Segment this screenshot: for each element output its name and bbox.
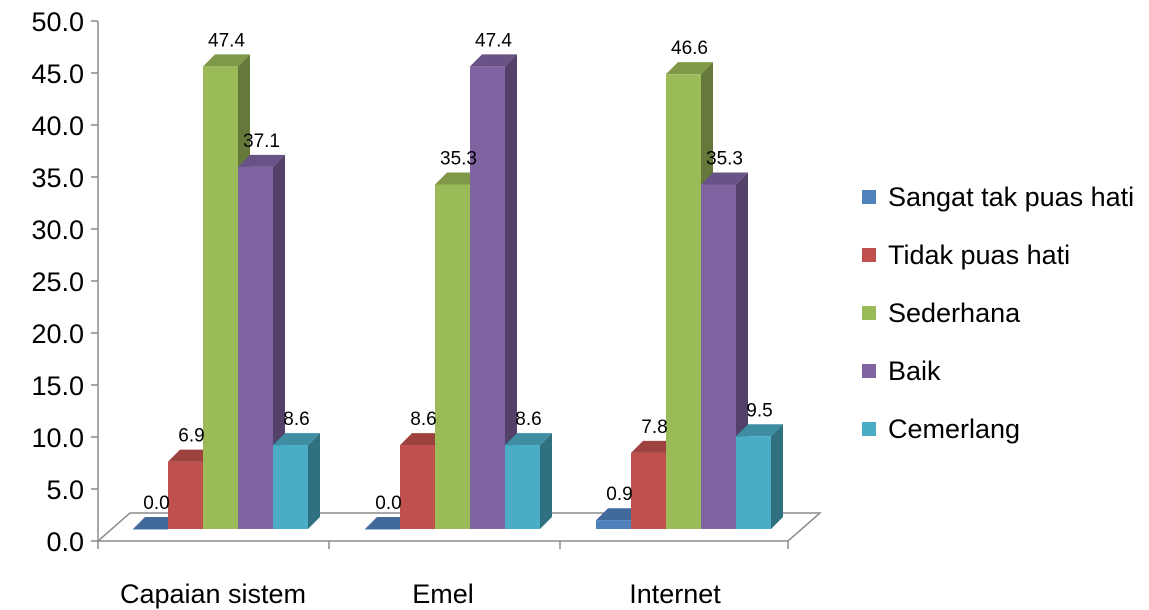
x-tick-label: Internet (629, 579, 721, 609)
y-tick-label: 15.0 (31, 371, 84, 401)
bar-front (400, 445, 435, 529)
bar (238, 154, 285, 530)
data-label: 8.6 (515, 409, 541, 430)
bar-front (701, 184, 736, 530)
data-label: 0.0 (375, 493, 401, 514)
bar-side (771, 424, 783, 529)
legend-label: Baik (888, 355, 941, 386)
data-label: 8.6 (410, 409, 436, 430)
legend-item: Tidak puas hati (862, 226, 1134, 284)
data-label: 35.3 (440, 148, 477, 169)
y-tick-label: 10.0 (31, 423, 84, 453)
data-label: 9.5 (746, 400, 772, 421)
y-tick-label: 40.0 (31, 111, 84, 141)
y-tick-label: 20.0 (31, 319, 84, 349)
bar-front (470, 66, 505, 529)
bar-front (505, 445, 540, 529)
data-label: 47.4 (475, 30, 512, 51)
legend-item: Sederhana (862, 284, 1134, 342)
legend-label: Sangat tak puas hati (888, 181, 1135, 212)
data-label: 35.3 (706, 148, 743, 169)
legend-swatch (862, 190, 876, 204)
bar (470, 54, 517, 529)
data-label: 0.0 (143, 493, 169, 514)
bar-front (435, 184, 470, 530)
legend-label: Tidak puas hati (888, 239, 1071, 270)
y-tick-label: 5.0 (46, 475, 84, 505)
bar-front (631, 452, 666, 529)
legend-swatch (862, 364, 876, 378)
bar-front (168, 461, 203, 529)
x-axis: Capaian sistem Emel Internet (97, 541, 789, 609)
bar-front (133, 529, 168, 530)
data-label: 0.9 (606, 484, 632, 505)
data-label: 37.1 (243, 131, 280, 152)
bar (273, 433, 320, 529)
y-axis: 0.0 5.0 10.0 15.0 20.0 25.0 30.0 35.0 40.0 45.0 50… (31, 7, 99, 557)
bar-top (238, 154, 285, 167)
bar-front (365, 529, 400, 530)
data-label: 46.6 (671, 38, 708, 59)
data-label: 7.8 (641, 417, 667, 438)
bar-front (203, 66, 238, 529)
bar-top (203, 54, 250, 67)
legend-label: Cemerlang (888, 413, 1021, 444)
bar (736, 424, 783, 529)
legend: Sangat tak puas hati Tidak puas hati Sed… (862, 168, 1134, 458)
chart-floor (96, 512, 822, 542)
bars (133, 54, 783, 530)
y-tick-label: 50.0 (31, 7, 84, 37)
bar-front (238, 166, 273, 530)
bar-top (470, 54, 517, 67)
legend-swatch (862, 422, 876, 436)
bar-front (596, 520, 631, 529)
bar-top (505, 433, 552, 446)
data-labels: 0.0 6.9 47.4 37.1 8.6 0.0 8.6 35.3 47.4 8.6 0.9 7.8… (143, 30, 772, 514)
legend-swatch (862, 248, 876, 262)
bar-side (505, 54, 517, 529)
bar-side (540, 433, 552, 529)
bar-front (273, 445, 308, 529)
floor-plane (96, 512, 822, 542)
x-tick-label: Capaian sistem (120, 579, 306, 609)
bar-top (701, 172, 748, 185)
y-tick-label: 0.0 (46, 527, 84, 557)
y-tick-label: 45.0 (31, 59, 84, 89)
data-label: 8.6 (283, 409, 309, 430)
bar-side (273, 154, 285, 530)
data-label: 47.4 (208, 30, 245, 51)
legend-swatch (862, 306, 876, 320)
data-label: 6.9 (178, 426, 204, 447)
bar-side (308, 433, 320, 529)
bar-front (666, 74, 701, 530)
bar-top (666, 62, 713, 75)
legend-item: Cemerlang (862, 400, 1134, 458)
legend-label: Sederhana (888, 297, 1021, 328)
y-tick-label: 35.0 (31, 163, 84, 193)
bar-top (273, 433, 320, 446)
x-tick-label: Emel (412, 579, 474, 609)
y-tick-label: 30.0 (31, 215, 84, 245)
bar-front (736, 436, 771, 529)
legend-item: Baik (862, 342, 1134, 400)
bar (505, 433, 552, 529)
y-tick-label: 25.0 (31, 267, 84, 297)
bar-top (736, 424, 783, 437)
legend-item: Sangat tak puas hati (862, 168, 1134, 226)
